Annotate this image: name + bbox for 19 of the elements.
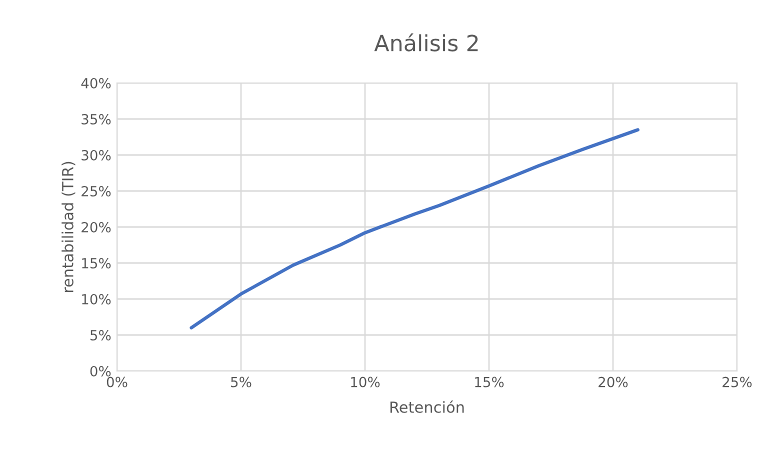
y-axis-title: rentabilidad (TIR) (62, 162, 76, 292)
y-tick-label: 10% (82, 294, 111, 304)
y-tick-label: 5% (90, 330, 111, 340)
x-tick-label: 25% (722, 376, 752, 388)
x-tick-label: 10% (351, 376, 380, 388)
x-tick-label: 20% (598, 376, 628, 388)
y-tick-label: 15% (82, 258, 111, 268)
x-tick-label: 5% (231, 376, 252, 388)
x-axis-title: Retención (390, 400, 464, 413)
y-tick-label: 25% (82, 186, 111, 196)
x-tick-label: 15% (475, 376, 504, 388)
line-series (190, 128, 640, 330)
x-tick-label: 0% (106, 376, 128, 388)
y-tick-label: 30% (82, 150, 111, 160)
y-tick-label: 35% (82, 114, 111, 124)
chart-title: Análisis 2 (374, 33, 478, 52)
y-tick-label: 40% (81, 78, 111, 88)
y-tick-label: 20% (82, 222, 111, 232)
y-tick-label: 0% (90, 366, 111, 376)
